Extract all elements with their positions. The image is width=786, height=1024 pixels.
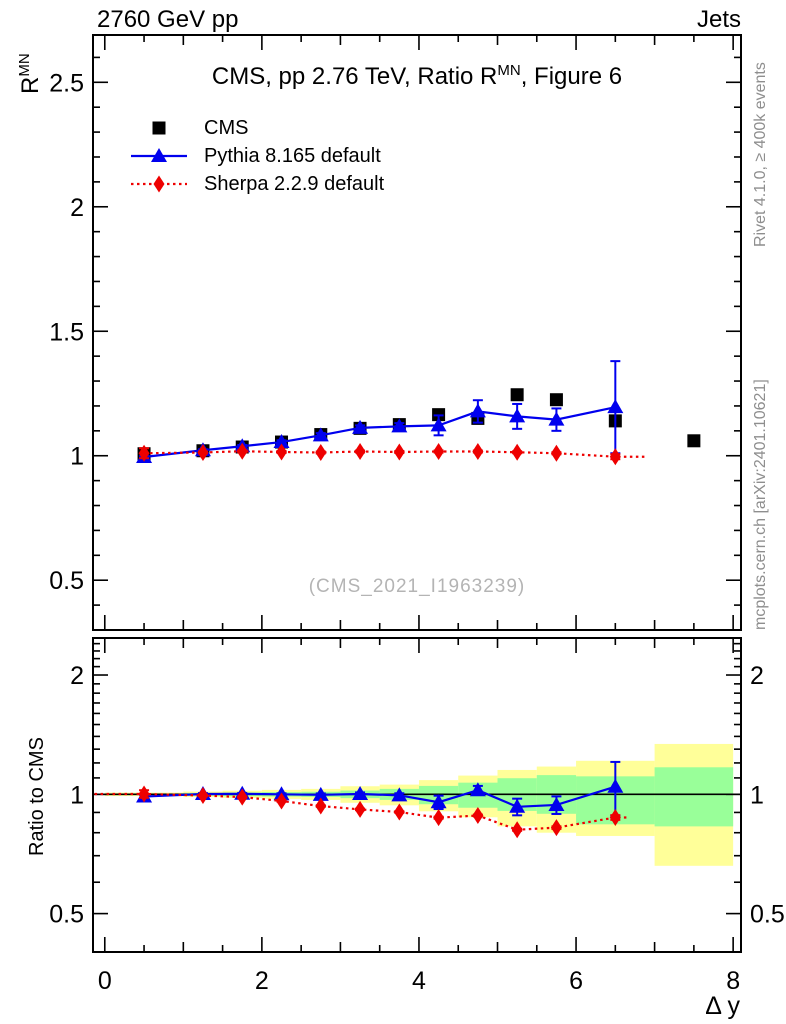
data-point-diamond — [511, 821, 523, 839]
data-point-square — [687, 434, 701, 448]
legend-item-pythia: Pythia 8.165 default — [128, 142, 384, 170]
data-point-triangle — [509, 408, 526, 423]
data-point-diamond — [433, 443, 445, 460]
legend-item-cms: CMS — [128, 114, 384, 142]
legend-label: Pythia 8.165 default — [204, 144, 381, 167]
data-point-triangle — [469, 782, 486, 797]
data-point-triangle — [151, 148, 167, 162]
data-point-diamond — [393, 803, 405, 821]
data-point-diamond — [138, 444, 150, 462]
tick-label: 2 — [70, 662, 84, 690]
data-point-diamond — [550, 444, 562, 462]
data-point-diamond — [315, 443, 327, 461]
tick-label: 0 — [98, 967, 112, 995]
plot-title-suffix: , Figure 6 — [520, 63, 623, 90]
data-point-triangle — [352, 419, 369, 434]
band-green — [654, 767, 734, 827]
uncertainty-bands — [104, 743, 734, 866]
tick-label: 0.5 — [750, 901, 785, 929]
data-point-diamond — [138, 785, 150, 803]
legend-label: Sherpa 2.2.9 default — [204, 172, 385, 195]
legend: CMS Pythia 8.165 default Sherpa 2.2.9 de… — [128, 114, 384, 198]
tick-label: 6 — [569, 967, 583, 995]
y-axis-title: RMN — [16, 53, 44, 94]
data-point-triangle — [509, 798, 526, 813]
data-point-diamond — [236, 442, 248, 460]
data-point-triangle — [607, 399, 624, 414]
data-point-diamond — [354, 443, 366, 460]
data-point-diamond — [354, 800, 366, 818]
data-point-triangle — [548, 411, 565, 426]
analysis-id-watermark: (CMS_2021_I1963239) — [308, 576, 526, 597]
data-point-diamond — [472, 807, 484, 825]
mcplots-arxiv-note: mcplots.cern.ch [arXiv:2401.10621] — [752, 379, 769, 630]
data-point-square — [152, 121, 166, 135]
analysis-type-label: Jets — [696, 6, 741, 33]
x-axis-title: Δ y — [705, 992, 740, 1020]
tick-label: 8 — [726, 967, 740, 995]
plot-title-superscript: MN — [497, 62, 521, 79]
data-point-triangle — [430, 794, 447, 809]
data-point-triangle — [352, 785, 369, 800]
data-point-diamond — [472, 443, 484, 460]
data-point-triangle — [548, 796, 565, 811]
pythia-marker-icon — [131, 148, 187, 162]
data-point-diamond — [276, 792, 288, 810]
sherpa-marker-icon — [131, 175, 187, 193]
data-point-triangle — [312, 427, 329, 442]
main-panel-frame — [92, 34, 742, 631]
legend-item-sherpa: Sherpa 2.2.9 default — [128, 170, 384, 198]
data-point-triangle — [430, 417, 447, 432]
tick-label: 2.5 — [49, 69, 84, 97]
ratio-axis-title: Ratio to CMS — [26, 737, 48, 856]
tick-label: 1.5 — [49, 318, 84, 346]
data-point-triangle — [391, 418, 408, 433]
data-point-square — [549, 393, 563, 407]
series-sherpa — [94, 785, 628, 839]
tick-label: 4 — [412, 967, 426, 995]
data-point-diamond — [609, 448, 621, 466]
series-line — [143, 406, 616, 459]
series-sherpa — [138, 442, 647, 466]
plot-title-text: CMS, pp 2.76 TeV, Ratio R — [211, 63, 498, 90]
data-point-diamond — [393, 443, 405, 461]
data-point-diamond — [433, 809, 445, 827]
data-point-diamond — [550, 819, 562, 837]
data-point-diamond — [276, 443, 288, 461]
data-point-diamond — [315, 797, 327, 815]
legend-label: CMS — [204, 116, 249, 139]
tick-label: 1 — [70, 781, 84, 809]
tick-label: 0.5 — [49, 567, 84, 595]
tick-label: 0.5 — [49, 901, 84, 929]
data-point-diamond — [236, 788, 248, 806]
data-point-triangle — [273, 434, 290, 449]
tick-label: 2 — [750, 662, 764, 690]
rivet-version-note: Rivet 4.1.0, ≥ 400k events — [752, 62, 769, 247]
data-point-diamond — [153, 175, 165, 193]
tick-label: 1 — [70, 443, 84, 471]
data-point-square — [510, 388, 524, 402]
beam-energy-label: 2760 GeV pp — [97, 6, 239, 33]
data-point-diamond — [511, 443, 523, 461]
data-point-triangle — [312, 786, 329, 801]
series-line — [94, 792, 628, 831]
tick-label: 2 — [70, 194, 84, 222]
series-line — [144, 785, 616, 808]
data-point-diamond — [197, 787, 209, 805]
data-point-triangle — [469, 403, 486, 418]
tick-label: 2 — [255, 967, 269, 995]
data-point-diamond — [609, 808, 621, 826]
cms-marker-icon — [152, 121, 166, 135]
data-point-triangle — [607, 778, 624, 793]
data-point-diamond — [197, 443, 209, 461]
tick-label: 1 — [750, 781, 764, 809]
plot-title: CMS, pp 2.76 TeV, Ratio RMN, Figure 6 — [93, 62, 741, 91]
data-point-triangle — [391, 787, 408, 802]
